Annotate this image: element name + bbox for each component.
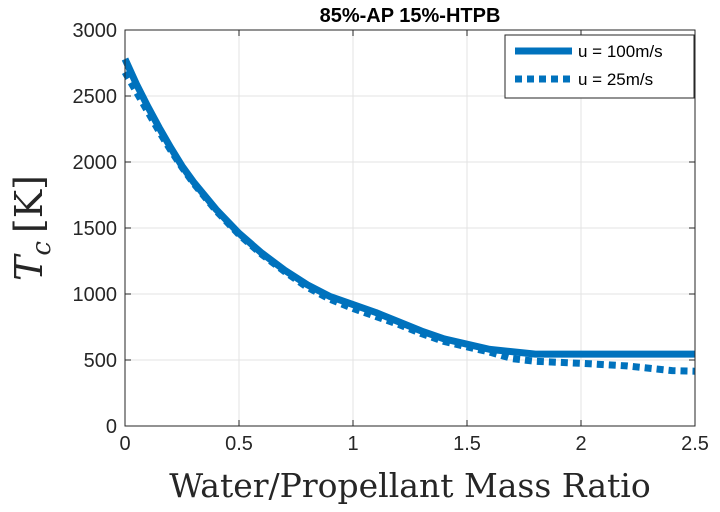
- tick-marks: [124, 29, 696, 427]
- x-tick-label: 0.5: [225, 433, 253, 455]
- tick-labels: 0 0.5 1 1.5 2 2.5 0 500 1000 1500 2000 2500 3000: [73, 20, 709, 455]
- y-tick-label: 500: [84, 350, 117, 372]
- legend-label-series-2: u = 25m/s: [578, 70, 653, 89]
- chart-title: 85%-AP 15%-HTPB: [320, 5, 501, 27]
- y-tick-label: 3000: [73, 20, 118, 42]
- y-axis-label-unit: [K]: [7, 175, 51, 233]
- x-tick-label: 0: [119, 433, 130, 455]
- y-axis-label: Tc [K]: [7, 175, 57, 281]
- y-tick-label: 1500: [73, 218, 118, 240]
- legend-label-series-1: u = 100m/s: [578, 42, 663, 61]
- y-tick-label: 0: [106, 416, 117, 438]
- x-tick-label: 2: [575, 433, 586, 455]
- x-axis-label: Water/Propellant Mass Ratio: [169, 466, 650, 505]
- legend: u = 100m/s u = 25m/s: [504, 34, 695, 99]
- y-tick-label: 2000: [73, 152, 118, 174]
- series-layer: [121, 57, 696, 375]
- y-axis-label-subscript: c: [27, 241, 57, 256]
- x-tick-label: 1.5: [453, 433, 481, 455]
- y-tick-label: 1000: [73, 284, 118, 306]
- series-line-25ms: [121, 70, 696, 375]
- x-tick-label: 2.5: [681, 433, 709, 455]
- x-tick-label: 1: [347, 433, 358, 455]
- legend-box: [504, 34, 695, 99]
- y-tick-label: 2500: [73, 86, 118, 108]
- y-axis-label-symbol: T: [7, 253, 51, 281]
